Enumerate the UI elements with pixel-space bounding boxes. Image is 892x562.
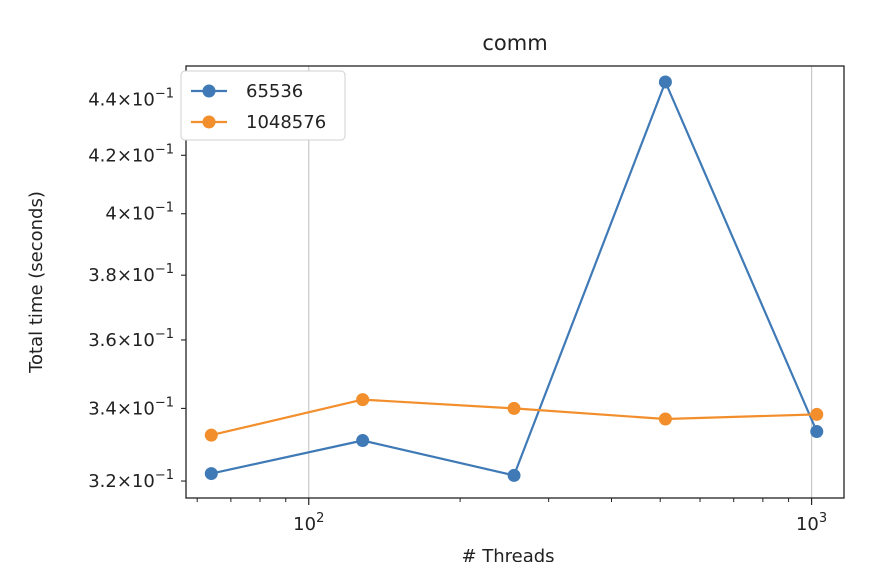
x-grid	[308, 66, 813, 498]
y-tick-label: 4.2×10−1	[88, 142, 174, 166]
data-point-65536	[204, 467, 218, 481]
data-point-1048576	[658, 412, 672, 426]
data-point-65536	[507, 468, 521, 482]
data-point-1048576	[204, 428, 218, 442]
data-point-1048576	[810, 407, 824, 421]
plot-frame	[185, 65, 845, 499]
data-point-65536	[356, 434, 370, 448]
data-point-1048576	[356, 393, 370, 407]
y-tick-label: 3.6×10−1	[88, 327, 174, 351]
data-point-65536	[810, 425, 824, 439]
y-tick-label: 3.8×10−1	[88, 262, 174, 286]
legend: 65536 1048576	[180, 70, 346, 141]
legend-marker-65536	[202, 84, 216, 98]
series-points	[204, 75, 824, 482]
y-tick-label: 4.4×10−1	[88, 87, 174, 111]
legend-marker-1048576	[202, 115, 216, 129]
x-axis-label: # Threads	[461, 546, 554, 562]
y-tick-label: 4×10−1	[105, 201, 174, 225]
data-point-65536	[658, 75, 672, 89]
data-point-1048576	[507, 401, 521, 415]
legend-label-1048576: 1048576	[246, 112, 326, 133]
y-tick-label: 3.4×10−1	[88, 395, 174, 419]
legend-label-65536: 65536	[246, 81, 303, 102]
series-lines	[211, 80, 818, 477]
y-axis-label: Total time (seconds)	[26, 191, 47, 374]
x-ticks: 102 103	[196, 498, 827, 535]
x-tick-label: 102	[293, 511, 324, 535]
chart-title: comm	[482, 31, 547, 55]
y-ticks: 3.2×10−1 3.4×10−1 3.6×10−1 3.8×10−1 4×10−1 4.…	[88, 87, 186, 492]
y-tick-label: 3.2×10−1	[88, 468, 174, 492]
x-tick-label: 103	[796, 511, 827, 535]
